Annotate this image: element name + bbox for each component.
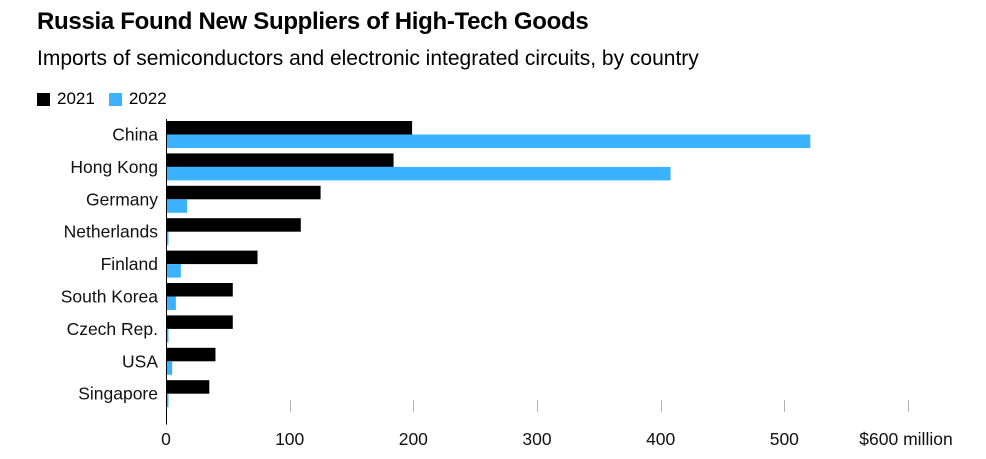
legend-label-2022: 2022 bbox=[128, 89, 167, 108]
category-label-singapore: Singapore bbox=[78, 384, 158, 404]
legend: 2021 2022 bbox=[37, 89, 181, 109]
bar-finland-2021 bbox=[166, 250, 258, 265]
category-label-czech-rep: Czech Rep. bbox=[67, 319, 158, 339]
x-tick-label-300: 300 bbox=[522, 429, 551, 449]
bar-hong-kong-2021 bbox=[166, 153, 394, 167]
chart-title: Russia Found New Suppliers of High-Tech … bbox=[37, 8, 589, 35]
x-tick-label-0: 0 bbox=[161, 429, 171, 449]
chart-subtitle: Imports of semiconductors and electronic… bbox=[37, 47, 699, 70]
bar-germany-2021 bbox=[166, 185, 321, 200]
x-tick-label-200: 200 bbox=[399, 429, 428, 449]
x-tick-label-600: $600 million bbox=[859, 429, 952, 449]
bar-netherlands-2022 bbox=[166, 231, 169, 246]
x-tick-label-400: 400 bbox=[646, 429, 675, 449]
category-label-south-korea: South Korea bbox=[61, 287, 159, 307]
bar-singapore-2021 bbox=[166, 380, 210, 394]
bar-hong-kong-2022 bbox=[166, 166, 671, 181]
category-label-netherlands: Netherlands bbox=[64, 222, 159, 242]
category-label-usa: USA bbox=[122, 351, 158, 371]
legend-swatch-2022 bbox=[108, 92, 122, 106]
bar-usa-2022 bbox=[166, 361, 173, 375]
bar-singapore-2022 bbox=[166, 393, 169, 408]
legend-swatch-2021 bbox=[37, 92, 50, 106]
category-label-hong-kong: Hong Kong bbox=[70, 157, 158, 177]
bar-china-2021 bbox=[166, 121, 413, 135]
bar-china-2022 bbox=[166, 134, 811, 148]
x-tick-label-100: 100 bbox=[275, 429, 304, 449]
bar-netherlands-2021 bbox=[166, 218, 301, 232]
bar-czech-rep-2021 bbox=[166, 315, 233, 329]
x-tick-label-500: 500 bbox=[770, 429, 799, 449]
bar-finland-2022 bbox=[166, 264, 181, 278]
bar-south-korea-2022 bbox=[166, 296, 176, 310]
bar-germany-2022 bbox=[166, 199, 188, 213]
category-label-china: China bbox=[112, 125, 158, 145]
bar-usa-2021 bbox=[166, 347, 216, 362]
legend-item-2022: 2022 bbox=[108, 89, 167, 109]
bar-south-korea-2021 bbox=[166, 283, 233, 297]
legend-item-2021: 2021 bbox=[37, 89, 95, 109]
legend-label-2021: 2021 bbox=[57, 89, 95, 108]
category-label-germany: Germany bbox=[86, 189, 158, 209]
category-label-finland: Finland bbox=[101, 254, 158, 274]
bar-czech-rep-2022 bbox=[166, 328, 169, 343]
